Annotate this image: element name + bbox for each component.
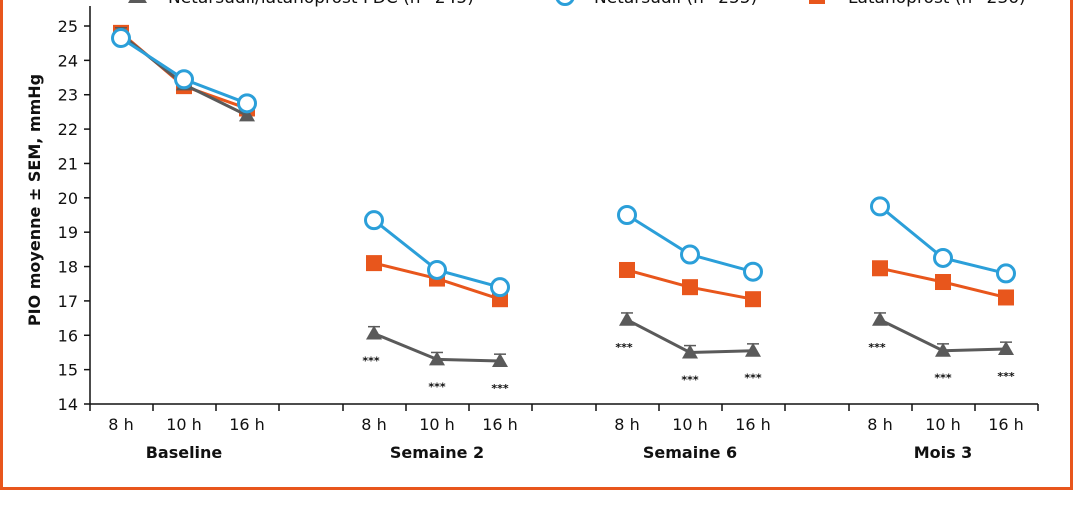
data-point xyxy=(935,274,951,291)
data-point xyxy=(745,291,761,308)
y-tick-label: 17 xyxy=(58,292,78,311)
x-tick-label: 10 h xyxy=(419,415,455,434)
y-axis-label: PIO moyenne ± SEM, mmHg xyxy=(25,74,44,326)
legend-label-netarsudil-latanoprost: Netarsudil/latanoprost FDC (n=245) xyxy=(168,0,474,8)
y-tick-label: 20 xyxy=(58,189,78,208)
chart-frame xyxy=(0,0,1073,490)
series-1 xyxy=(111,28,1016,298)
data-point xyxy=(998,289,1014,306)
y-tick-label: 24 xyxy=(58,51,78,70)
x-group-label: Semaine 6 xyxy=(643,443,737,462)
x-group-label: Mois 3 xyxy=(914,443,973,462)
y-tick-label: 22 xyxy=(58,120,78,139)
legend-label-latanoprost: Latanoprost (n=236) xyxy=(848,0,1026,8)
y-tick-label: 23 xyxy=(58,86,78,105)
data-point xyxy=(870,196,890,217)
x-tick-label: 16 h xyxy=(735,415,771,434)
data-point xyxy=(872,260,888,277)
data-point xyxy=(366,325,382,340)
x-tick-label: 16 h xyxy=(988,415,1024,434)
data-point xyxy=(364,210,384,231)
data-point xyxy=(237,93,257,114)
data-point xyxy=(933,247,953,268)
data-point xyxy=(366,255,382,272)
data-point xyxy=(427,259,447,280)
y-tick-label: 16 xyxy=(58,326,78,345)
data-point xyxy=(682,279,698,296)
data-point xyxy=(996,263,1016,284)
data-point xyxy=(743,261,763,282)
data-point xyxy=(998,341,1014,356)
significance-label: *** xyxy=(744,372,762,385)
data-point xyxy=(619,261,635,278)
series-2 xyxy=(113,24,1014,308)
significance-label: *** xyxy=(934,372,952,385)
x-tick-label: 8 h xyxy=(361,415,386,434)
y-tick-label: 21 xyxy=(58,154,78,173)
data-point xyxy=(745,342,761,357)
significance-label: *** xyxy=(615,341,633,354)
data-point xyxy=(174,69,194,90)
x-tick-label: 16 h xyxy=(229,415,265,434)
x-group-label: Baseline xyxy=(146,443,223,462)
y-tick-label: 18 xyxy=(58,258,78,277)
x-tick-label: 10 h xyxy=(672,415,708,434)
significance-label: *** xyxy=(997,370,1015,383)
x-tick-label: 8 h xyxy=(867,415,892,434)
chart-legend: Netarsudil/latanoprost FDC (n=245) Netar… xyxy=(128,0,1026,8)
data-point xyxy=(935,342,951,357)
legend-label-netarsudil: Netarsudil (n=255) xyxy=(594,0,757,8)
legend-entry-netarsudil-latanoprost: Netarsudil/latanoprost FDC (n=245) xyxy=(128,0,474,8)
data-point xyxy=(617,205,637,225)
data-point xyxy=(429,351,445,366)
x-tick-label: 16 h xyxy=(482,415,518,434)
y-tick-label: 15 xyxy=(58,361,78,380)
data-point xyxy=(680,244,700,265)
x-tick-label: 10 h xyxy=(166,415,202,434)
data-point xyxy=(619,311,635,326)
legend-entry-netarsudil: Netarsudil (n=255) xyxy=(555,0,757,8)
data-point xyxy=(682,344,698,359)
data-point xyxy=(490,277,510,298)
x-tick-label: 10 h xyxy=(925,415,961,434)
data-point xyxy=(492,353,508,368)
y-tick-label: 25 xyxy=(58,17,78,36)
x-tick-label: 8 h xyxy=(108,415,133,434)
x-group-label: Semaine 2 xyxy=(390,443,484,462)
x-tick-label: 8 h xyxy=(614,415,639,434)
significance-label: *** xyxy=(428,380,446,393)
data-point xyxy=(111,28,131,49)
y-tick-label: 19 xyxy=(58,223,78,242)
significance-label: *** xyxy=(681,373,699,386)
significance-label: *** xyxy=(491,382,509,395)
data-point xyxy=(872,311,888,326)
y-tick-label: 14 xyxy=(58,395,78,414)
data-point xyxy=(239,107,255,122)
significance-label: *** xyxy=(362,355,380,368)
legend-entry-latanoprost: Latanoprost (n=236) xyxy=(809,0,1026,8)
significance-label: *** xyxy=(868,341,886,354)
